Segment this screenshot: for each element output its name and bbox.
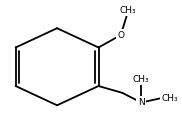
Text: O: O — [117, 31, 124, 40]
Text: N: N — [138, 98, 145, 107]
Text: CH₃: CH₃ — [133, 75, 150, 84]
Text: CH₃: CH₃ — [119, 6, 136, 15]
Text: CH₃: CH₃ — [162, 94, 178, 103]
